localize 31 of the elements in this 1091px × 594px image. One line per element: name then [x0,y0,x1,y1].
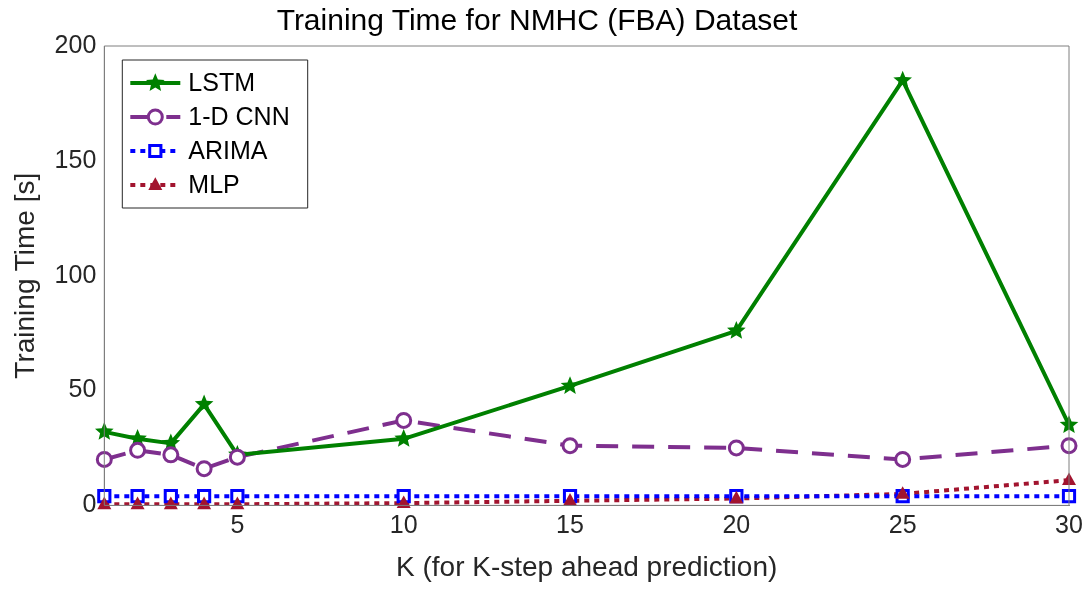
point [195,460,213,478]
legend-label: MLP [188,169,240,198]
point [561,437,579,455]
legend-label: ARIMA [188,135,268,164]
legend-label: 1-D CNN [188,101,290,130]
x-tick-label: 30 [1055,510,1083,539]
point [895,486,910,499]
x-tick-label: 5 [230,510,245,539]
legend-label: LSTM [188,67,255,96]
x-tick-label: 15 [556,510,584,539]
point [894,450,912,468]
y-tick-label: 50 [68,374,97,403]
y-tick-label: 100 [54,259,97,288]
point [560,376,580,394]
point [893,70,912,89]
y-tick-label: 0 [82,489,97,518]
point [162,446,180,464]
chart-title: Training Time for NMHC (FBA) Dataset [276,3,798,37]
point [194,394,214,413]
point [727,439,745,457]
point [395,411,413,429]
x-tick-label: 10 [389,510,418,539]
y-tick-label: 150 [54,144,97,173]
point [95,450,113,468]
x-tick-label: 20 [722,510,751,539]
point [129,441,147,459]
y-axis-title: Training Time [s] [8,172,40,379]
x-axis-title: K (for K-step ahead prediction) [396,550,778,582]
y-tick-label: 200 [54,29,97,58]
x-tick-label: 25 [888,510,917,539]
point [727,321,746,339]
